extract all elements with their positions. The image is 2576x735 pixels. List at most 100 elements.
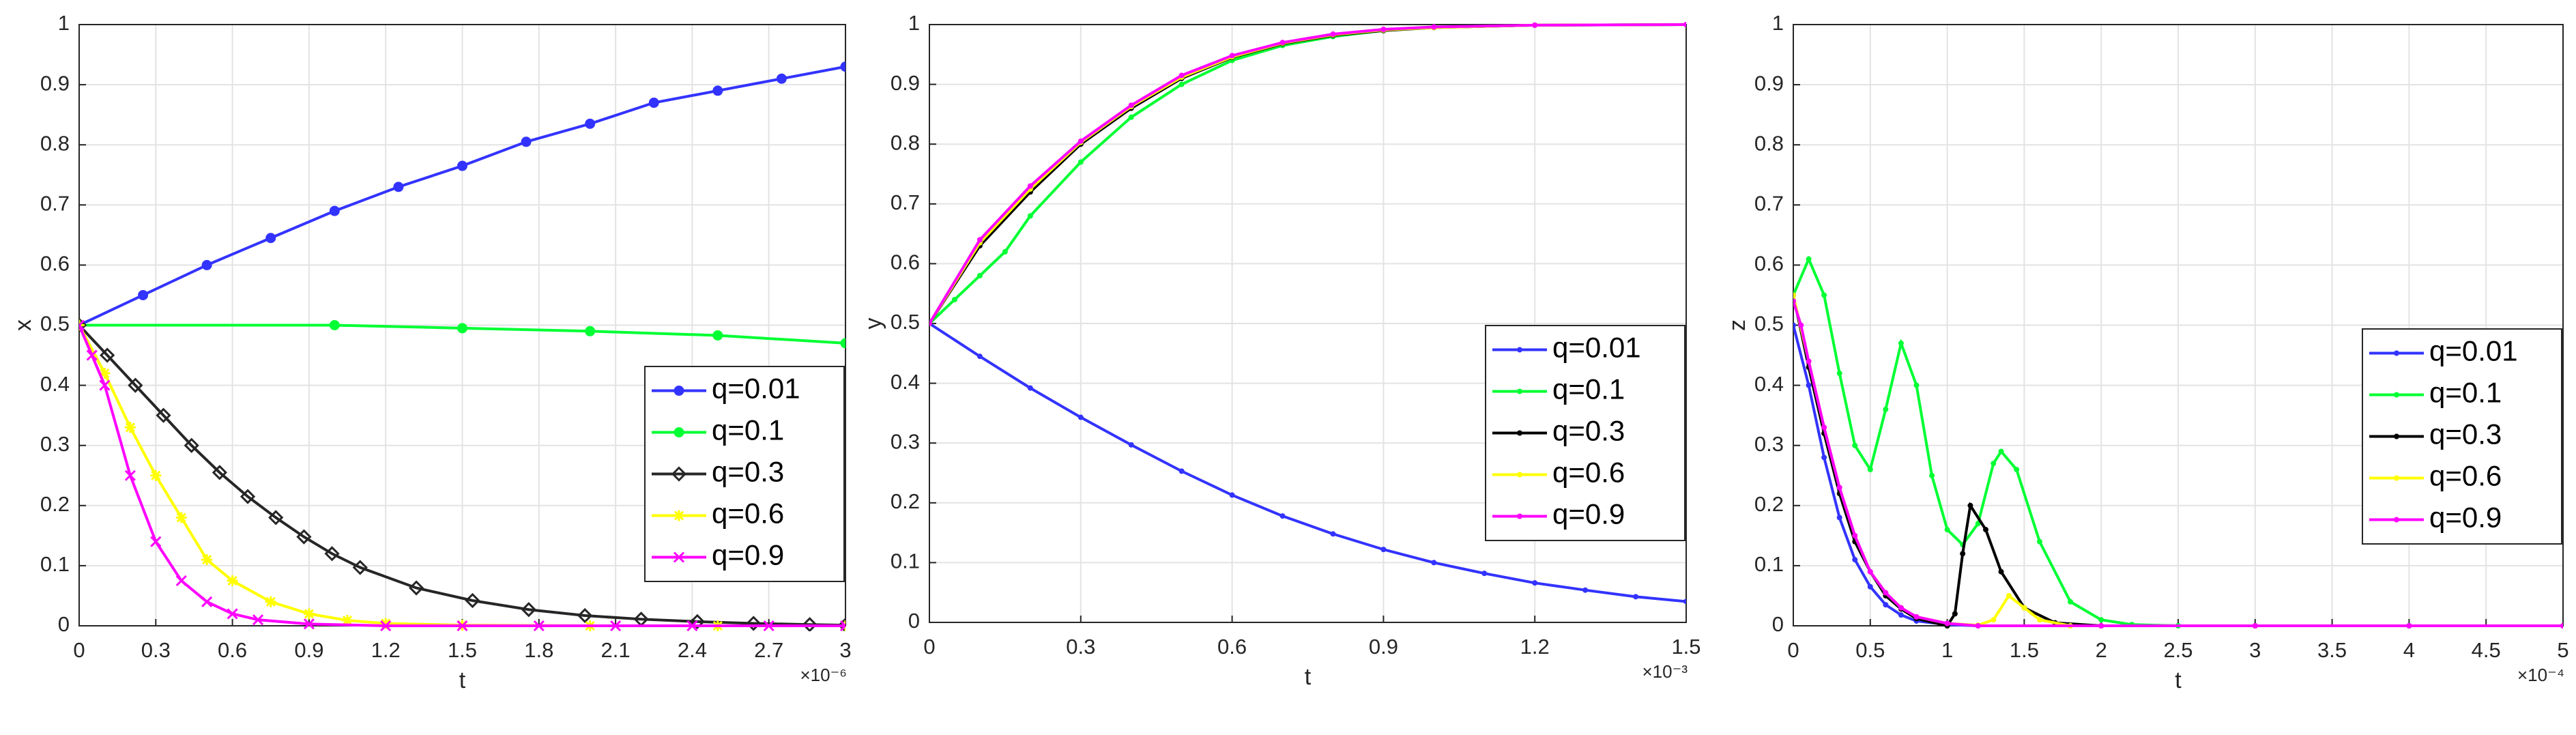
x-tick-label: 0.5 — [1855, 638, 1885, 662]
x-tick-label: 0.6 — [1217, 635, 1247, 659]
line — [79, 323, 845, 345]
marker — [212, 465, 228, 480]
marker — [1821, 424, 1827, 431]
marker — [1998, 568, 2004, 575]
marker — [99, 379, 111, 391]
marker — [1229, 53, 1235, 59]
legend-label: q=0.6 — [1552, 457, 1625, 489]
y-tick-label: 0.1 — [891, 549, 920, 573]
x-tick-label: 3 — [2249, 638, 2261, 662]
line — [1793, 295, 2563, 628]
marker — [1481, 571, 1488, 577]
plot — [1793, 255, 2563, 629]
marker — [1967, 502, 1973, 508]
marker — [976, 237, 983, 243]
marker — [976, 354, 983, 360]
legend-label: q=0.1 — [1552, 373, 1625, 405]
x-tick-label: 5 — [2557, 638, 2568, 662]
marker — [1431, 560, 1437, 566]
x-tick-label: 1 — [1941, 638, 1953, 662]
x-tick-label: 1.2 — [371, 638, 401, 662]
y-tick-label: 0.7 — [40, 191, 70, 215]
marker — [1128, 442, 1134, 448]
marker — [457, 323, 467, 334]
y-tick-label: 0.8 — [40, 131, 70, 155]
x-multiplier: ×10⁻⁴ — [2517, 665, 2564, 685]
y-tick-label: 0.9 — [891, 71, 920, 95]
legend: q=0.01 q=0.1 q=0.3 q=0.6 q=0.9 — [1485, 325, 1685, 541]
marker — [1960, 551, 1966, 557]
marker — [674, 510, 684, 521]
legend: q=0.01 q=0.1 q=0.3 q=0.6 q=0.9 — [2362, 328, 2562, 545]
marker — [2036, 538, 2042, 545]
y-tick-label: 0.1 — [40, 552, 70, 576]
y-tick-label: 0.5 — [891, 310, 920, 334]
marker — [2406, 623, 2412, 629]
marker — [1517, 347, 1522, 353]
x-tick-label: 0 — [923, 635, 935, 659]
y-tick-label: 0.2 — [891, 489, 920, 513]
marker — [99, 367, 111, 379]
legend: q=0.01 q=0.1 q=0.3 q=0.6 q=0.9 — [644, 366, 845, 582]
y-tick-label: 0.5 — [1754, 312, 1784, 336]
marker — [342, 615, 353, 626]
y-tick-label: 0.4 — [891, 370, 920, 394]
marker — [124, 422, 136, 433]
legend-label: q=0.9 — [1552, 498, 1625, 530]
marker — [296, 529, 312, 545]
x-tick-label: 0 — [1787, 638, 1799, 662]
marker — [1991, 617, 1997, 623]
y-tick-label: 1 — [58, 11, 70, 35]
marker — [265, 233, 276, 244]
marker — [86, 349, 98, 361]
marker — [951, 296, 957, 302]
marker — [1913, 614, 1920, 620]
marker — [2021, 605, 2027, 611]
marker — [840, 61, 845, 72]
marker — [1852, 557, 1858, 563]
marker — [1027, 385, 1033, 391]
marker — [1944, 527, 1950, 533]
marker — [746, 616, 762, 631]
marker — [1431, 24, 1437, 30]
marker — [802, 617, 817, 631]
y-axis-label: y — [860, 318, 886, 330]
subplot: 0 0.3 0.6 0.9 1.2 1.5 0 0.1 0.2 0.3 0.4 0.5 0.6 0.7 0.… — [860, 11, 1701, 690]
marker — [2394, 392, 2399, 398]
marker — [1929, 472, 1935, 478]
marker — [268, 510, 284, 525]
marker — [839, 620, 845, 631]
marker — [1582, 587, 1589, 593]
marker — [1998, 448, 2004, 455]
marker — [1852, 532, 1858, 538]
x-axis-label: t — [1305, 664, 1312, 690]
marker — [1077, 414, 1084, 420]
x-tick-label: 2.4 — [678, 638, 707, 662]
marker — [1517, 430, 1522, 436]
marker — [227, 608, 238, 620]
marker — [1806, 256, 1812, 262]
legend-label: q=0.3 — [712, 456, 784, 488]
marker — [380, 618, 392, 629]
x-tick-label: 0.3 — [1066, 635, 1095, 659]
marker — [457, 160, 467, 171]
marker — [1532, 22, 1538, 28]
marker — [240, 489, 256, 504]
marker — [303, 618, 315, 630]
y-tick-label: 0.7 — [1754, 191, 1784, 215]
marker — [1898, 340, 1904, 346]
marker — [184, 437, 199, 453]
marker — [1836, 370, 1842, 376]
marker — [1806, 358, 1812, 364]
y-tick-label: 1 — [1772, 11, 1784, 35]
marker — [1883, 602, 1889, 608]
y-tick-label: 0.2 — [40, 492, 70, 516]
y-tick-label: 0.1 — [1754, 552, 1784, 576]
marker — [1517, 472, 1522, 478]
marker — [976, 272, 983, 278]
marker — [201, 554, 213, 566]
marker — [408, 580, 424, 596]
x-tick-label: 1.5 — [1671, 635, 1701, 659]
